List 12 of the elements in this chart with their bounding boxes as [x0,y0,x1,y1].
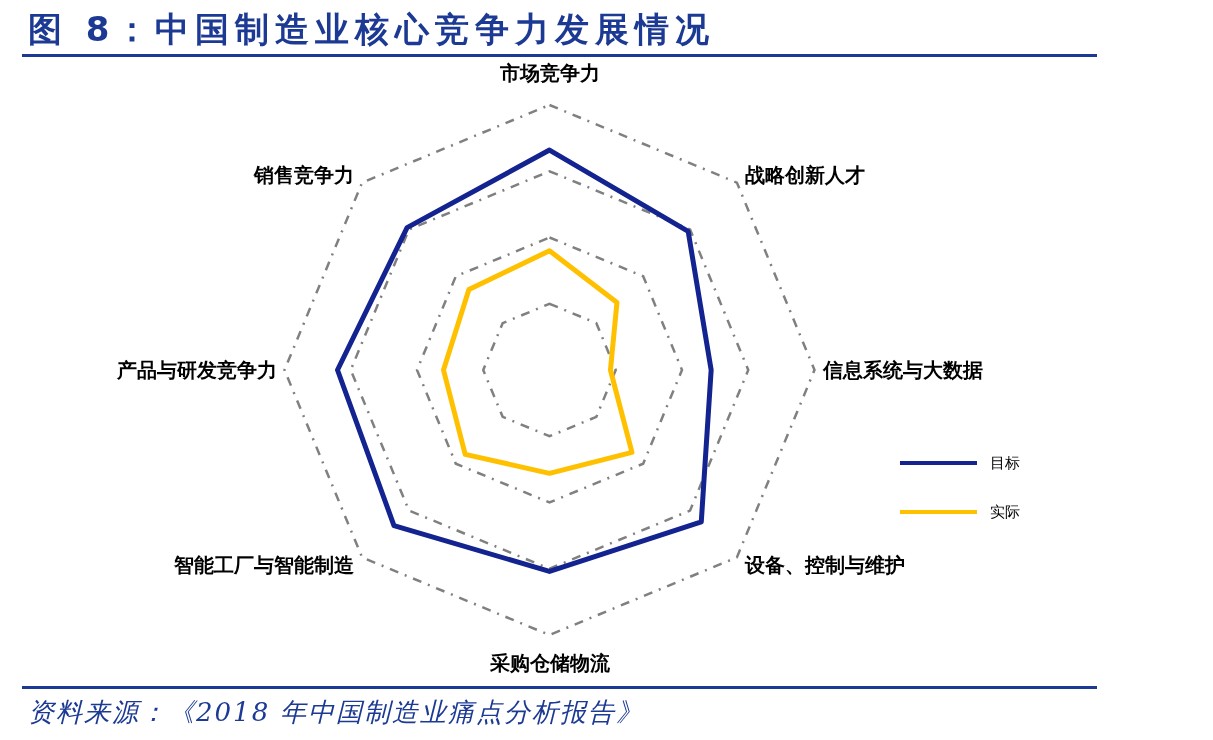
spoke-label: 销售竞争力 [253,162,355,187]
spoke-label: 采购仓储物流 [488,651,611,675]
text: 资料来源：《2018 年中国制造业痛点分析报告》 [28,697,645,727]
spoke-label: 智能工厂与智能制造 [173,553,355,578]
spoke-label: 设备、控制与维护 [743,553,905,578]
spoke-label: 信息系统与大数据 [821,358,983,382]
spoke-label: 产品与研发竞争力 [115,358,277,382]
spoke-label: 市场竞争力 [498,61,600,85]
text: 实际 [990,503,1020,521]
spoke-label: 战略创新人才 [744,162,865,187]
text: 目标 [990,454,1020,472]
chart-title: 图 8：中国制造业核心竞争力发展情况 [28,9,716,49]
